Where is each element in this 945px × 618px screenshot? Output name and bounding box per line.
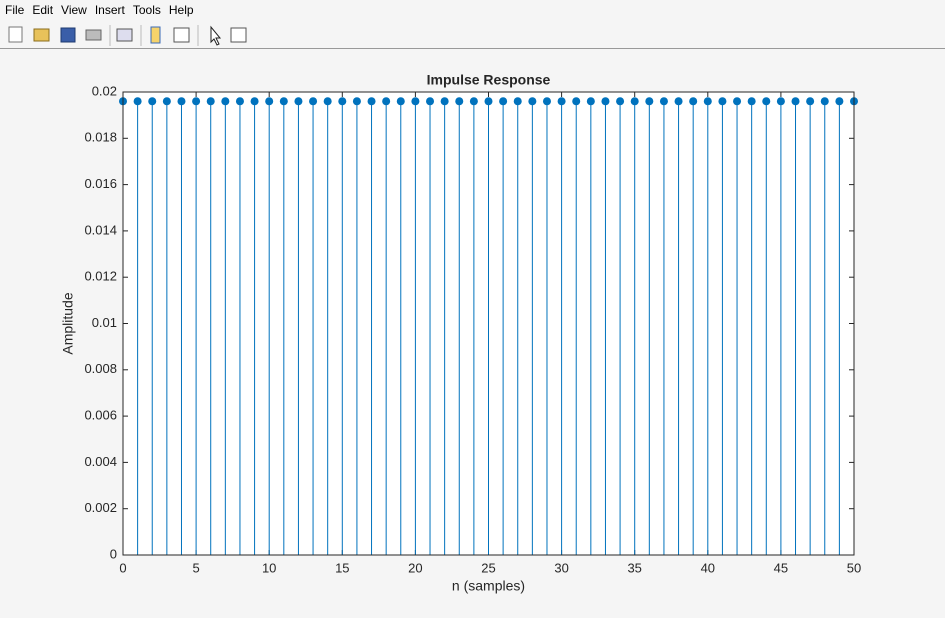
stem-marker (294, 97, 303, 106)
stem-marker (206, 97, 215, 106)
stem-marker (426, 97, 435, 106)
plot-tools-icon[interactable] (230, 27, 247, 43)
stem-marker (455, 97, 464, 106)
y-tick-label: 0.008 (84, 361, 117, 376)
stem-marker (703, 97, 712, 106)
x-tick-label: 25 (481, 560, 495, 575)
x-tick-label: 10 (262, 560, 276, 575)
stem-marker (411, 97, 420, 106)
stem-marker (557, 97, 566, 106)
x-tick-label: 30 (554, 560, 568, 575)
stem-marker (616, 97, 625, 106)
stem-marker (718, 97, 727, 106)
stem-marker (265, 97, 274, 106)
new-icon[interactable] (8, 26, 23, 43)
menu-item[interactable]: Tools (132, 3, 161, 17)
x-tick-label: 20 (408, 560, 422, 575)
x-tick-label: 35 (627, 560, 641, 575)
stem-marker (279, 97, 288, 106)
stem-marker (674, 97, 683, 106)
y-tick-label: 0.004 (84, 454, 117, 469)
stem-marker (528, 97, 537, 106)
stem-marker (250, 97, 259, 106)
y-tick-label: 0.006 (84, 408, 117, 423)
x-tick-label: 50 (847, 560, 861, 575)
stem-marker (601, 97, 610, 106)
stem-marker (689, 97, 698, 106)
colorbar-icon[interactable] (150, 26, 161, 44)
stem-marker (338, 97, 347, 106)
axes-box (122, 91, 855, 556)
stem-marker (747, 97, 756, 106)
stem-marker (352, 97, 361, 106)
menu-item[interactable]: Edit (32, 3, 54, 17)
stem-marker (440, 97, 449, 106)
stem-marker (382, 97, 391, 106)
stem-marker (791, 97, 800, 106)
y-tick-label: 0.014 (84, 222, 117, 237)
stem-marker (499, 97, 508, 106)
stem-marker (484, 97, 493, 106)
y-tick-label: 0 (110, 546, 117, 561)
menu-item[interactable]: File (5, 3, 25, 17)
stem-marker (776, 97, 785, 106)
stem-marker (309, 97, 318, 106)
print-preview-icon[interactable] (116, 28, 133, 42)
stem-marker (645, 97, 654, 106)
y-tick-label: 0.016 (84, 176, 117, 191)
stem-marker (835, 97, 844, 106)
stem-marker (367, 97, 376, 106)
x-tick-label: 5 (192, 560, 199, 575)
y-tick-label: 0.002 (84, 500, 117, 515)
stem-marker (806, 97, 815, 106)
x-tick-label: 45 (774, 560, 788, 575)
toolbar (0, 25, 945, 49)
stem-marker (542, 97, 551, 106)
stem-marker (659, 97, 668, 106)
save-icon[interactable] (60, 27, 76, 43)
x-axis-label: n (samples) (452, 578, 525, 594)
stem-marker (572, 97, 581, 106)
y-axis-label: Amplitude (60, 292, 76, 354)
x-tick-label: 0 (119, 560, 126, 575)
stem-marker (162, 97, 171, 106)
y-tick-label: 0.01 (92, 315, 117, 330)
stem-marker (733, 97, 742, 106)
menu-item[interactable]: Insert (94, 3, 125, 17)
stem-marker (469, 97, 478, 106)
x-tick-label: 15 (335, 560, 349, 575)
stem-marker (177, 97, 186, 106)
legend-icon[interactable] (173, 27, 190, 43)
stem-marker (148, 97, 157, 106)
menu-item[interactable]: Help (168, 3, 194, 17)
pointer-icon[interactable] (210, 25, 222, 46)
y-tick-label: 0.012 (84, 269, 117, 284)
stem-marker (820, 97, 829, 106)
print-icon[interactable] (85, 29, 102, 41)
y-tick-label: 0.02 (92, 83, 117, 98)
y-tick-label: 0.018 (84, 130, 117, 145)
stem-marker (323, 97, 332, 106)
stem-marker (630, 97, 639, 106)
menu-bar: File Edit View Insert Tools Help (0, 0, 945, 20)
x-tick-label: 40 (701, 560, 715, 575)
open-icon[interactable] (33, 28, 50, 42)
stem-marker (396, 97, 405, 106)
stem-marker (762, 97, 771, 106)
stem-marker (586, 97, 595, 106)
stem-marker (221, 97, 230, 106)
stem-marker (513, 97, 522, 106)
chart-title: Impulse Response (427, 72, 551, 88)
stem-marker (235, 97, 244, 106)
stem-marker (192, 97, 201, 106)
menu-item[interactable]: View (61, 3, 87, 17)
stem-marker (133, 97, 142, 106)
